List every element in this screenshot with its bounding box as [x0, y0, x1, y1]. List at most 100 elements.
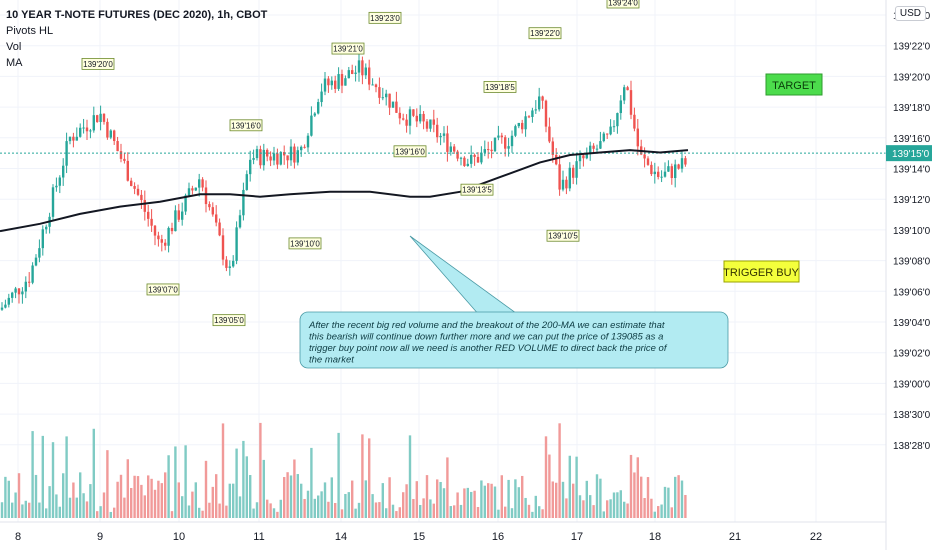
candle-body: [643, 154, 646, 159]
volume-bar: [483, 485, 486, 518]
volume-bar: [337, 432, 340, 518]
candle-body: [422, 113, 425, 122]
candle-body: [623, 87, 626, 101]
volume-bar: [334, 503, 337, 518]
x-tick-label: 14: [335, 531, 347, 543]
volume-bar: [538, 506, 541, 518]
volume-bar: [592, 505, 595, 518]
candle-body: [96, 115, 99, 123]
volume-bar: [657, 506, 660, 518]
volume-bar: [470, 491, 473, 518]
target-box: [765, 73, 823, 96]
volume-bar: [198, 507, 201, 518]
volume-bar: [432, 503, 435, 518]
pivot-label: 139'16'0: [231, 121, 261, 130]
y-tick-label: 139'08'0: [893, 257, 931, 268]
candle-body: [7, 297, 10, 305]
legend-volume[interactable]: Vol: [6, 41, 22, 53]
volume-bar: [150, 478, 153, 518]
volume-bar: [75, 497, 78, 518]
volume-bar: [527, 504, 531, 518]
candle-body: [490, 149, 493, 152]
y-tick-label: 139'20'0: [893, 72, 931, 83]
candle-body: [160, 239, 163, 243]
candle-body: [4, 304, 7, 308]
candle-body: [238, 215, 242, 228]
callout-text-line: trigger buy point now all we need is ano…: [309, 343, 668, 354]
volume-bar: [201, 510, 204, 518]
pivot-label-box: [146, 283, 180, 296]
volume-bar: [561, 481, 565, 518]
candle-body: [391, 101, 395, 108]
volume-bar: [589, 495, 592, 518]
candle-body: [177, 210, 180, 220]
candle-body: [150, 218, 153, 226]
annotations: TARGET TRIGGER BUY After the recent big re…: [299, 73, 823, 369]
candle-body: [34, 257, 38, 266]
pivot-label-box: [460, 183, 494, 196]
candle-body: [211, 207, 214, 215]
volume-bar: [177, 482, 180, 518]
candle-body: [62, 165, 65, 178]
candle-body: [208, 204, 211, 208]
volume-bar: [276, 511, 279, 518]
candle-body: [568, 167, 571, 189]
candle-body: [187, 188, 191, 196]
volume-bar: [381, 483, 384, 518]
pivot-label: 139'13'5: [462, 186, 492, 195]
candle-body: [660, 176, 663, 178]
volume-bar: [459, 504, 463, 518]
volume-bar: [612, 492, 616, 518]
volume-bar: [351, 480, 354, 518]
volume-bar: [28, 502, 31, 518]
candle-body: [650, 164, 653, 175]
candle-body: [453, 146, 456, 152]
volume-bar: [565, 498, 568, 518]
current-price-label: 139'15'0: [892, 149, 930, 160]
volume-bar: [507, 479, 510, 518]
volume-bar: [143, 495, 146, 518]
volume-bar: [606, 500, 609, 518]
volume-bar: [218, 503, 221, 518]
legend-ma[interactable]: MA: [6, 57, 23, 69]
candle-body: [578, 155, 582, 162]
currency-button[interactable]: USD: [894, 6, 926, 21]
volume-bar: [670, 507, 673, 518]
volume-bar: [364, 480, 367, 518]
volume-bar: [419, 504, 422, 518]
candle-body: [385, 93, 388, 98]
legend-title: 10 YEAR T-NOTE FUTURES (DEC 2020), 1h, C…: [6, 9, 268, 21]
y-tick-label: 139'22'0: [893, 42, 931, 53]
x-tick-label: 18: [649, 531, 661, 543]
volume-bar: [269, 503, 272, 518]
volume-bar: [568, 455, 571, 518]
volume-bar: [388, 477, 391, 518]
volume-bar: [272, 508, 276, 518]
pivot-label-box: [606, 0, 640, 9]
candle-body: [245, 174, 248, 190]
volume-bar: [123, 497, 126, 518]
volume-bar: [599, 478, 602, 518]
legend-pivots[interactable]: Pivots HL: [6, 25, 54, 37]
candle-body: [340, 74, 344, 86]
candle-body: [72, 136, 75, 141]
volume-bar: [153, 489, 157, 518]
candle-body: [616, 113, 619, 127]
volume-bar: [79, 472, 82, 518]
volume-bar: [191, 491, 194, 518]
volume-bar: [633, 472, 636, 518]
candle-body: [85, 127, 89, 132]
volume-bar: [466, 487, 469, 518]
volume-bar: [663, 486, 667, 518]
volume-bar: [11, 502, 14, 518]
volume-bar: [510, 508, 514, 518]
volume-bar: [109, 511, 112, 518]
y-tick-label: 139'06'0: [893, 287, 931, 298]
y-tick-label: 139'16'0: [893, 134, 931, 145]
volume-bar: [14, 492, 17, 518]
volume-bar: [296, 474, 299, 518]
volume-bar: [133, 475, 136, 518]
volume-bar: [55, 494, 58, 518]
candle-body: [561, 179, 565, 190]
